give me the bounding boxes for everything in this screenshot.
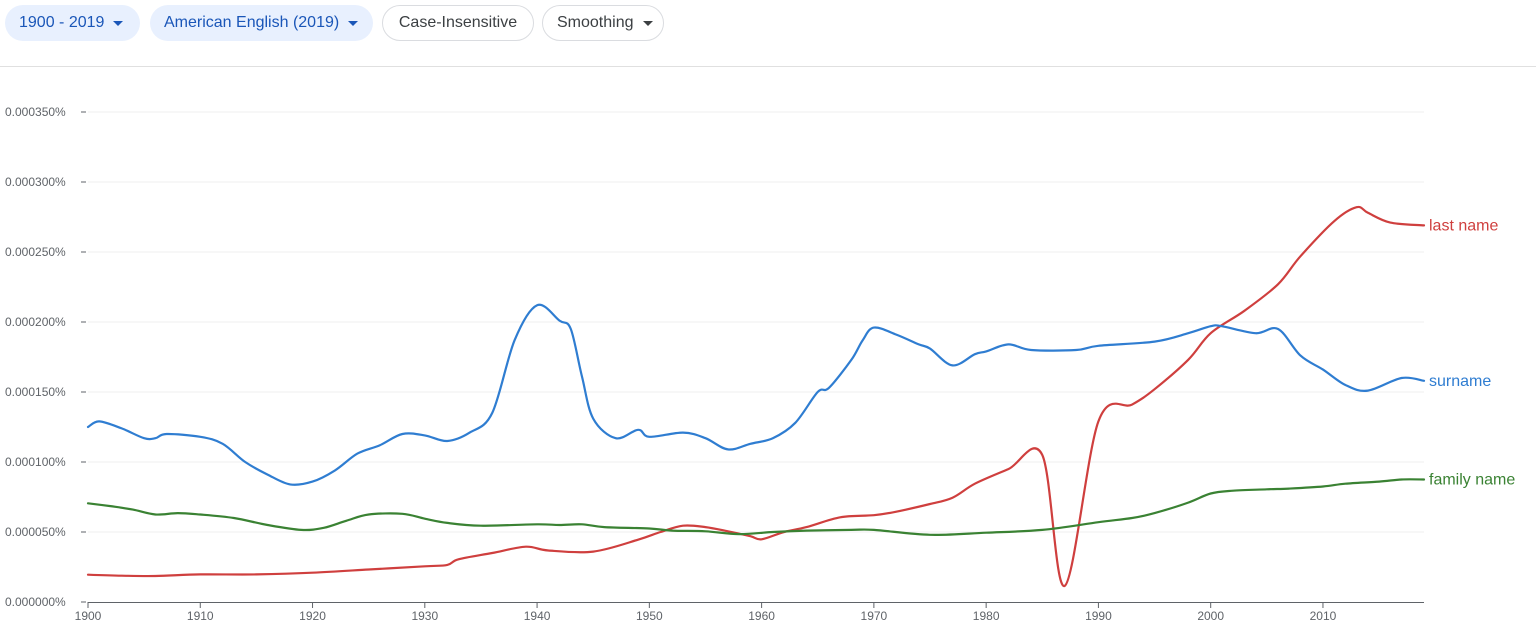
x-tick-label: 1920	[299, 609, 326, 623]
x-tick-label: 1970	[861, 609, 888, 623]
series-label-last-name[interactable]: last name	[1429, 217, 1498, 234]
smoothing-dropdown[interactable]: Smoothing	[542, 5, 664, 41]
series-labels: last name surname family name	[1429, 217, 1515, 488]
x-tick-label: 1960	[748, 609, 775, 623]
y-tick-label: 0.000250%	[5, 245, 66, 259]
ngram-chart: 0.000000% 0.000050% 0.000100% 0.000150% 0.00…	[0, 67, 1536, 631]
x-tick-label: 1980	[973, 609, 1000, 623]
y-tick-label: 0.000200%	[5, 315, 66, 329]
x-tick-label: 1990	[1085, 609, 1112, 623]
x-tick-label: 1930	[411, 609, 438, 623]
x-tick-label: 1900	[75, 609, 102, 623]
series-line-family-name[interactable]	[88, 479, 1424, 535]
series-line-surname[interactable]	[88, 305, 1424, 485]
x-tick-label: 2000	[1197, 609, 1224, 623]
case-insensitive-toggle[interactable]: Case-Insensitive	[382, 5, 534, 41]
x-tick-label: 1950	[636, 609, 663, 623]
case-label: Case-Insensitive	[399, 14, 517, 32]
series	[88, 207, 1424, 586]
y-axis: 0.000000% 0.000050% 0.000100% 0.000150% 0.00…	[5, 105, 86, 609]
date-range-label: 1900 - 2019	[19, 14, 104, 32]
series-label-family-name[interactable]: family name	[1429, 472, 1515, 489]
y-tick-label: 0.000150%	[5, 385, 66, 399]
y-tick-label: 0.000350%	[5, 105, 66, 119]
x-tick-label: 1910	[187, 609, 214, 623]
y-tick-label: 0.000050%	[5, 525, 66, 539]
grid	[88, 112, 1424, 532]
corpus-dropdown[interactable]: American English (2019)	[150, 5, 373, 41]
chevron-down-icon	[348, 21, 358, 26]
x-axis: 1900 1910 1920 1930 1940 1950 1960 1970 1980 1990…	[75, 602, 1424, 623]
x-tick-label: 1940	[524, 609, 551, 623]
smoothing-label: Smoothing	[557, 14, 634, 32]
y-tick-label: 0.000000%	[5, 595, 66, 609]
chevron-down-icon	[113, 21, 123, 26]
toolbar: 1900 - 2019 American English (2019) Case…	[0, 0, 1536, 67]
y-tick-label: 0.000100%	[5, 455, 66, 469]
chevron-down-icon	[643, 21, 653, 26]
series-label-surname[interactable]: surname	[1429, 373, 1491, 390]
date-range-dropdown[interactable]: 1900 - 2019	[5, 5, 140, 41]
corpus-label: American English (2019)	[164, 14, 339, 32]
x-tick-label: 2010	[1310, 609, 1337, 623]
y-tick-label: 0.000300%	[5, 175, 66, 189]
